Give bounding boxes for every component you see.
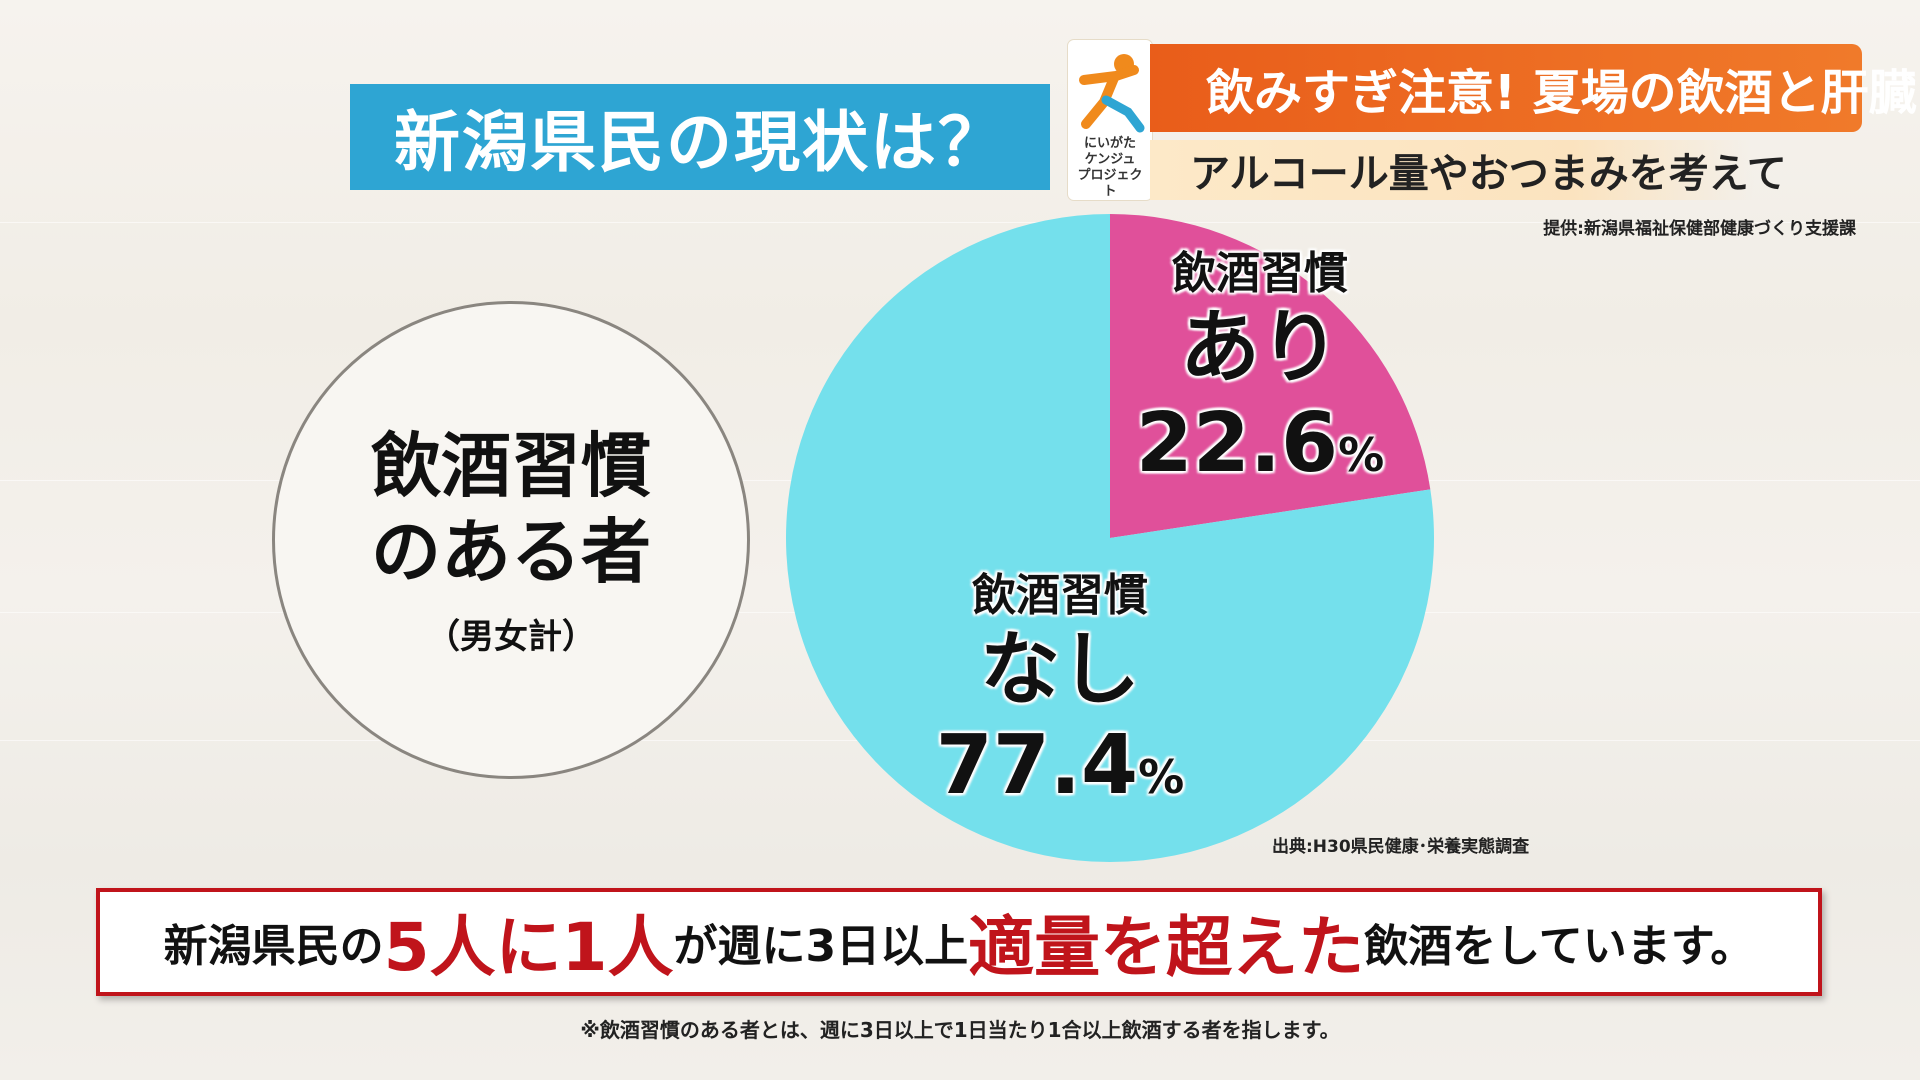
provider-credit: 提供:新潟県福祉保健部健康づくり支援課 xyxy=(1543,219,1856,239)
banner-text-1: 新潟県民の xyxy=(163,921,384,972)
banner-highlight-1: 5人に1人 xyxy=(383,909,674,986)
subline-text: アルコール量やおつまみを考えて xyxy=(1190,151,1787,197)
pie-label-yes-category: 飲酒習慣 xyxy=(1172,248,1348,299)
headline-bar: 飲みすぎ注意! 夏場の飲酒と肝臓 xyxy=(1150,44,1917,132)
footnote: ※飲酒習慣のある者とは、週に3日以上で1日当たり1合以上飲酒する者を指します。 xyxy=(580,1018,1340,1042)
circle-line1: 飲酒習慣 xyxy=(371,424,651,507)
logo-text: にいがた ケンジュ プロジェクト xyxy=(1077,136,1143,199)
pie-label-no-state: なし xyxy=(980,623,1140,716)
pie-label-yes-state: あり xyxy=(1180,301,1340,394)
bg-stripe xyxy=(0,222,1920,223)
pie-label-yes: 飲酒習慣 あり 22.6% xyxy=(1090,248,1430,503)
subject-circle: 飲酒習慣 のある者 （男女計） xyxy=(272,301,750,779)
banner-highlight-2: 適量を超えた xyxy=(968,909,1365,986)
pie-slice-no xyxy=(785,214,1434,862)
pie-label-no-category: 飲酒習慣 xyxy=(972,570,1148,621)
circle-line2: のある者 xyxy=(371,510,651,593)
subline-bar: アルコール量やおつまみを考えて xyxy=(1150,140,1787,200)
banner-text-3: 飲酒をしています。 xyxy=(1364,921,1755,972)
pie-label-no-unit: % xyxy=(1138,750,1185,804)
headline-text: 飲みすぎ注意! 夏場の飲酒と肝臓 xyxy=(1206,65,1917,121)
circle-line3: （男女計） xyxy=(426,616,596,657)
pie-label-no: 飲酒習慣 なし 77.4% xyxy=(890,570,1230,825)
title-box: 新潟県民の現状は？ xyxy=(350,84,1050,190)
banner-text-2: が週に3日以上 xyxy=(673,921,969,972)
pie-label-no-value: 77.4 xyxy=(935,718,1139,813)
page-title: 新潟県民の現状は？ xyxy=(394,104,1006,181)
logo: にいがた ケンジュ プロジェクト xyxy=(1068,40,1152,200)
pie-label-yes-unit: % xyxy=(1338,428,1385,482)
pie-label-yes-value: 22.6 xyxy=(1135,396,1339,491)
pie-slice-yes xyxy=(1110,214,1431,538)
source-note: 出典:H30県民健康･栄養実態調査 xyxy=(1272,837,1530,857)
summary-banner: 新潟県民の 5人に1人 が週に3日以上 適量を超えた 飲酒をしています。 xyxy=(96,888,1822,996)
person-running-icon xyxy=(1079,54,1145,133)
